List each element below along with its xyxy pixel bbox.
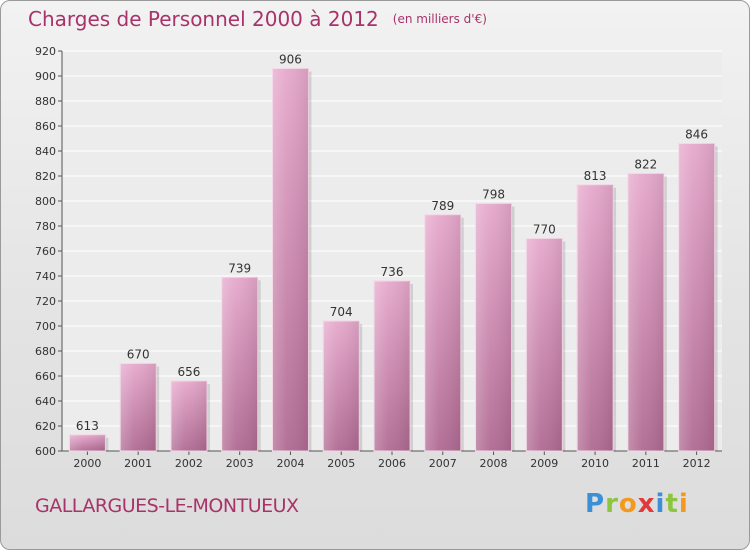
y-tick-label: 920 <box>35 45 56 58</box>
data-label: 739 <box>228 261 251 275</box>
y-tick-label: 760 <box>35 245 56 258</box>
data-label: 670 <box>127 348 150 362</box>
y-tick-label: 620 <box>35 420 56 433</box>
x-tick-label: 2001 <box>124 457 152 470</box>
x-tick-label: 2003 <box>226 457 254 470</box>
y-tick-label: 840 <box>35 145 56 158</box>
logo-letter: i <box>655 489 666 519</box>
chart-subtitle: (en milliers d'€) <box>392 12 487 26</box>
data-label: 613 <box>76 419 99 433</box>
y-tick-label: 720 <box>35 295 56 308</box>
data-label: 906 <box>279 53 302 67</box>
bar-highlight <box>577 184 614 451</box>
data-label: 846 <box>685 128 708 142</box>
logo-letter: x <box>637 489 656 519</box>
data-label: 822 <box>634 158 657 172</box>
data-label: 656 <box>177 365 200 379</box>
x-tick-label: 2007 <box>429 457 457 470</box>
logo-letter: o <box>618 489 638 519</box>
y-tick-label: 820 <box>35 170 56 183</box>
x-tick-label: 2010 <box>581 457 609 470</box>
logo-letter: t <box>665 489 679 519</box>
x-tick-label: 2008 <box>480 457 508 470</box>
bar-highlight <box>323 321 360 451</box>
data-label: 798 <box>482 188 505 202</box>
bar-highlight <box>120 363 157 451</box>
y-tick-label: 800 <box>35 195 56 208</box>
y-tick-label: 600 <box>35 445 56 458</box>
logo-letter: P <box>585 489 606 519</box>
data-label: 704 <box>330 305 353 319</box>
y-tick-label: 680 <box>35 345 56 358</box>
y-tick-label: 860 <box>35 120 56 133</box>
bar-highlight <box>526 238 563 451</box>
data-label: 813 <box>584 169 607 183</box>
x-tick-label: 2012 <box>683 457 711 470</box>
logo-letter: i <box>678 489 689 519</box>
bar-highlight <box>374 281 410 451</box>
x-tick-label: 2005 <box>327 457 355 470</box>
x-tick-label: 2000 <box>73 457 101 470</box>
x-tick-label: 2006 <box>378 457 406 470</box>
y-tick-label: 660 <box>35 370 56 383</box>
data-label: 770 <box>533 223 556 237</box>
commune-name: GALLARGUES-LE-MONTUEUX <box>35 495 299 517</box>
bar-highlight <box>272 68 309 451</box>
y-tick-label: 640 <box>35 395 56 408</box>
data-label: 736 <box>381 265 404 279</box>
logo-letter: r <box>605 489 619 519</box>
y-tick-label: 780 <box>35 220 56 233</box>
x-tick-label: 2002 <box>175 457 203 470</box>
x-tick-label: 2004 <box>276 457 304 470</box>
bar-layer: 613 670 656 739 906 704 736 789 798 770 813 822 846 <box>68 53 718 452</box>
x-tick-label: 2011 <box>632 457 660 470</box>
axis-layer: 600 620 640 660 680 700 720 740 760 780 800 820 840 8… <box>35 45 722 470</box>
data-label: 789 <box>431 199 454 213</box>
bar-highlight <box>221 277 258 451</box>
y-tick-label: 740 <box>35 270 56 283</box>
x-tick-label: 2009 <box>530 457 558 470</box>
bar-highlight <box>69 434 106 451</box>
chart-title: Charges de Personnel 2000 à 2012 (en mill… <box>28 7 487 31</box>
bar-highlight <box>678 143 715 451</box>
y-tick-label: 900 <box>35 70 56 83</box>
y-tick-label: 880 <box>35 95 56 108</box>
proxiti-logo: Proxiti <box>585 489 689 519</box>
bar-highlight <box>424 214 461 451</box>
bar-highlight <box>627 173 664 451</box>
bar-highlight <box>170 381 207 451</box>
bar-highlight <box>475 203 512 451</box>
y-tick-label: 700 <box>35 320 56 333</box>
